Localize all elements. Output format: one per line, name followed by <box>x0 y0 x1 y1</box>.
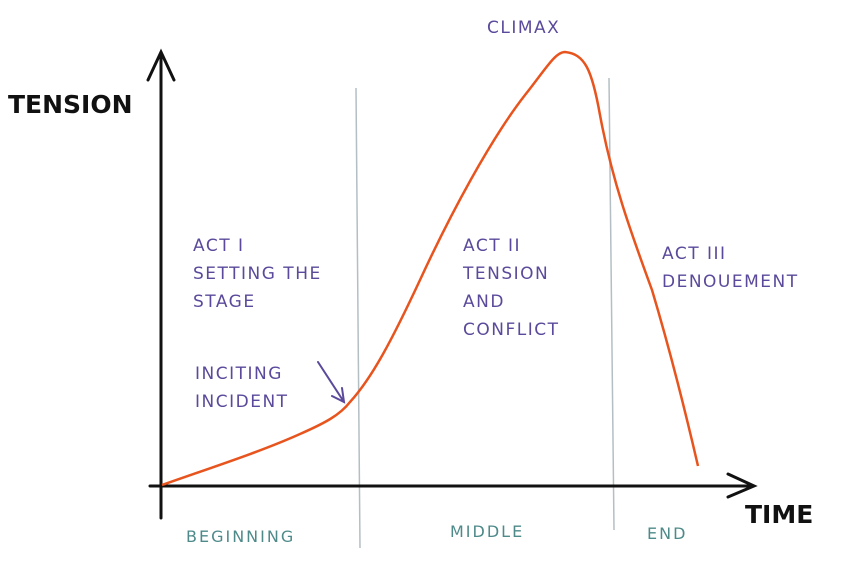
inciting-incident-label: INCITING INCIDENT <box>195 360 289 416</box>
act3-title: ACT III <box>662 244 727 264</box>
section-middle: MIDDLE <box>450 522 525 541</box>
act1-title: ACT I <box>193 236 245 256</box>
annotation-line: INCITING <box>195 364 283 384</box>
act2-line: CONFLICT <box>463 320 560 340</box>
act3-line: DENOUEMENT <box>662 272 799 292</box>
x-axis-label: TIME <box>745 500 814 529</box>
section-end: END <box>647 524 688 543</box>
climax-label: CLIMAX <box>487 18 561 38</box>
annotation-line: INCIDENT <box>195 392 289 412</box>
y-axis <box>146 48 176 520</box>
tension-curve <box>161 50 700 487</box>
section-beginning: BEGINNING <box>186 527 296 546</box>
inciting-incident-arrow <box>317 361 346 404</box>
y-axis-label: TENSION <box>8 90 133 119</box>
divider-act2-act3 <box>608 77 615 531</box>
act2-line: AND <box>463 292 505 312</box>
act2-title: ACT II <box>463 236 522 256</box>
x-axis <box>148 472 758 499</box>
act1-line: SETTING THE <box>193 264 322 284</box>
act2-label: ACT II TENSION AND CONFLICT <box>463 232 560 344</box>
act1-line: STAGE <box>193 292 256 312</box>
act2-line: TENSION <box>463 264 550 284</box>
divider-act1-act2 <box>355 87 361 549</box>
act1-label: ACT I SETTING THE STAGE <box>193 232 322 316</box>
act3-label: ACT III DENOUEMENT <box>662 240 799 296</box>
